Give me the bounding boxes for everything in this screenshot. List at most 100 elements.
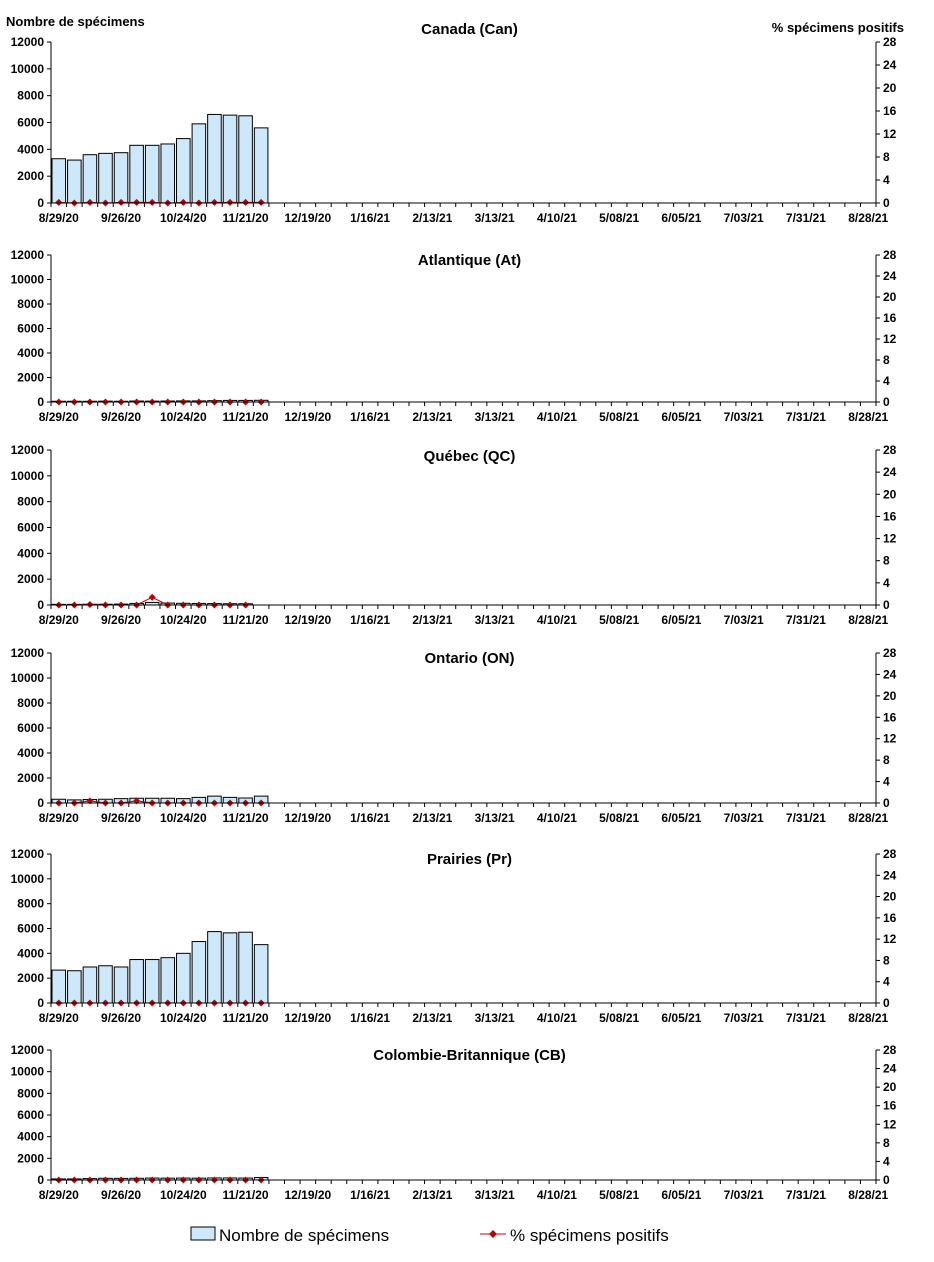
x-tick-label: 9/26/20 xyxy=(101,1188,141,1202)
right-tick-label: 4 xyxy=(883,975,890,989)
bar xyxy=(191,123,207,204)
x-tick-label: 11/21/20 xyxy=(223,211,269,225)
x-tick-label: 2/13/21 xyxy=(412,1011,452,1025)
left-tick-label: 2000 xyxy=(17,572,44,586)
bar xyxy=(253,127,269,204)
x-tick-label: 5/08/21 xyxy=(599,211,639,225)
bar xyxy=(82,154,98,204)
bar xyxy=(98,965,113,1004)
left-tick-label: 6000 xyxy=(17,1108,44,1122)
left-tick-label: 0 xyxy=(37,996,44,1010)
x-tick-label: 3/13/21 xyxy=(475,1188,515,1202)
legend-bar-swatch xyxy=(190,1226,216,1241)
left-tick-label: 4000 xyxy=(17,346,44,360)
x-tick-label: 2/13/21 xyxy=(412,811,452,825)
x-tick-label: 5/08/21 xyxy=(599,613,639,627)
x-tick-label: 8/28/21 xyxy=(848,410,888,424)
right-tick-label: 16 xyxy=(883,1099,897,1113)
x-tick-label: 6/05/21 xyxy=(661,613,701,627)
right-tick-label: 0 xyxy=(883,598,890,612)
right-tick-label: 4 xyxy=(883,374,890,388)
left-tick-label: 4000 xyxy=(17,746,44,760)
left-tick-label: 12000 xyxy=(11,248,45,262)
right-tick-label: 8 xyxy=(883,953,890,967)
bar xyxy=(222,932,238,1004)
chart-panel-4: Ontario (ON) 0 2000 4000 6000 8000 10000 12000 0… xyxy=(11,646,897,825)
left-tick-label: 2000 xyxy=(17,371,44,385)
left-tick-label: 4000 xyxy=(17,142,44,156)
legend: Nombre de spécimens % spécimens positifs xyxy=(190,1226,669,1245)
right-tick-label: 0 xyxy=(883,796,890,810)
x-tick-label: 2/13/21 xyxy=(412,211,452,225)
x-tick-label: 7/03/21 xyxy=(724,1188,764,1202)
bar xyxy=(51,969,67,1004)
x-tick-label: 11/21/20 xyxy=(223,410,269,424)
right-tick-label: 0 xyxy=(883,996,890,1010)
right-tick-label: 24 xyxy=(883,667,897,681)
right-tick-label: 4 xyxy=(883,1154,890,1168)
bar xyxy=(144,959,160,1004)
right-tick-label: 24 xyxy=(883,868,897,882)
left-tick-label: 10000 xyxy=(11,671,45,685)
left-tick-label: 10000 xyxy=(11,469,45,483)
right-tick-label: 24 xyxy=(883,1062,897,1076)
left-tick-label: 4000 xyxy=(17,946,44,960)
left-tick-label: 2000 xyxy=(17,771,44,785)
x-tick-label: 2/13/21 xyxy=(412,613,452,627)
bar xyxy=(238,931,253,1004)
x-tick-label: 9/26/20 xyxy=(101,1011,141,1025)
x-tick-label: 10/24/20 xyxy=(160,811,207,825)
percent-marker xyxy=(148,198,156,206)
left-tick-label: 2000 xyxy=(17,1151,44,1165)
right-tick-label: 16 xyxy=(883,104,897,118)
x-tick-label: 12/19/20 xyxy=(284,410,331,424)
x-tick-label: 12/19/20 xyxy=(284,211,331,225)
left-tick-label: 6000 xyxy=(17,721,44,735)
x-tick-label: 8/28/21 xyxy=(848,1188,888,1202)
bar xyxy=(238,115,253,204)
percent-marker xyxy=(133,198,141,206)
x-tick-label: 2/13/21 xyxy=(412,410,452,424)
x-tick-label: 5/08/21 xyxy=(599,410,639,424)
bar xyxy=(191,941,207,1004)
left-tick-label: 6000 xyxy=(17,521,44,535)
x-tick-label: 11/21/20 xyxy=(223,1011,269,1025)
x-tick-label: 3/13/21 xyxy=(475,211,515,225)
x-tick-label: 7/31/21 xyxy=(786,410,826,424)
right-tick-label: 4 xyxy=(883,775,890,789)
x-tick-label: 3/13/21 xyxy=(475,811,515,825)
bar xyxy=(160,143,176,204)
bar xyxy=(67,970,82,1004)
x-tick-label: 4/10/21 xyxy=(537,410,577,424)
x-tick-label: 6/05/21 xyxy=(661,1011,701,1025)
percent-marker xyxy=(117,198,125,206)
legend-bars-label: Nombre de spécimens xyxy=(219,1226,389,1245)
right-tick-label: 8 xyxy=(883,150,890,164)
x-tick-label: 11/21/20 xyxy=(223,811,269,825)
right-tick-label: 16 xyxy=(883,710,897,724)
left-tick-label: 8000 xyxy=(17,1086,44,1100)
x-tick-label: 7/31/21 xyxy=(786,613,826,627)
left-tick-label: 0 xyxy=(37,796,44,810)
x-tick-label: 6/05/21 xyxy=(661,811,701,825)
panel-title: Ontario (ON) xyxy=(425,650,515,667)
x-tick-label: 9/26/20 xyxy=(101,811,141,825)
right-tick-label: 12 xyxy=(883,732,897,746)
left-tick-label: 0 xyxy=(37,1173,44,1187)
x-tick-label: 9/26/20 xyxy=(101,613,141,627)
left-tick-label: 8000 xyxy=(17,297,44,311)
x-tick-label: 3/13/21 xyxy=(475,613,515,627)
left-tick-label: 8000 xyxy=(17,495,44,509)
bar xyxy=(207,113,222,204)
x-tick-label: 12/19/20 xyxy=(284,1011,331,1025)
x-tick-label: 6/05/21 xyxy=(661,410,701,424)
x-tick-label: 10/24/20 xyxy=(160,613,207,627)
x-tick-label: 4/10/21 xyxy=(537,1188,577,1202)
legend-line-label: % spécimens positifs xyxy=(510,1226,669,1245)
x-tick-label: 1/16/21 xyxy=(350,410,390,424)
bar xyxy=(67,159,82,204)
x-tick-label: 6/05/21 xyxy=(661,1188,701,1202)
bar xyxy=(98,152,113,204)
right-tick-label: 24 xyxy=(883,58,897,72)
bar xyxy=(113,966,129,1004)
